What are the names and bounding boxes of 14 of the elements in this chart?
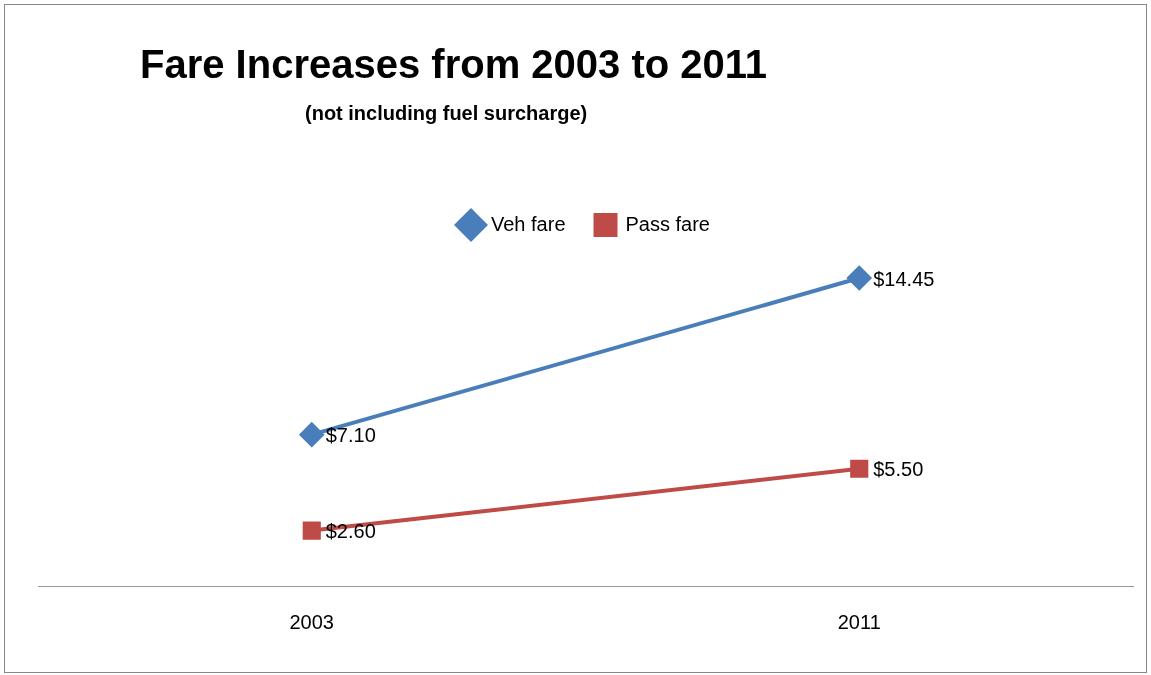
legend-label: Veh fare — [491, 212, 566, 235]
data-label: $14.45 — [873, 267, 935, 290]
x-tick-label: 2003 — [289, 610, 334, 633]
point — [847, 266, 872, 291]
data-label: $2.60 — [325, 520, 376, 543]
point — [850, 459, 869, 478]
legend-label: Pass fare — [625, 212, 710, 235]
data-label: $7.10 — [325, 424, 376, 447]
x-tick-label: 2011 — [837, 610, 881, 633]
point — [299, 422, 324, 447]
data-label: $5.50 — [873, 458, 924, 481]
point — [302, 521, 321, 540]
chart-subtitle: (not including fuel surcharge) — [305, 102, 588, 125]
chart-title: Fare Increases from 2003 to 2011 — [140, 42, 768, 87]
